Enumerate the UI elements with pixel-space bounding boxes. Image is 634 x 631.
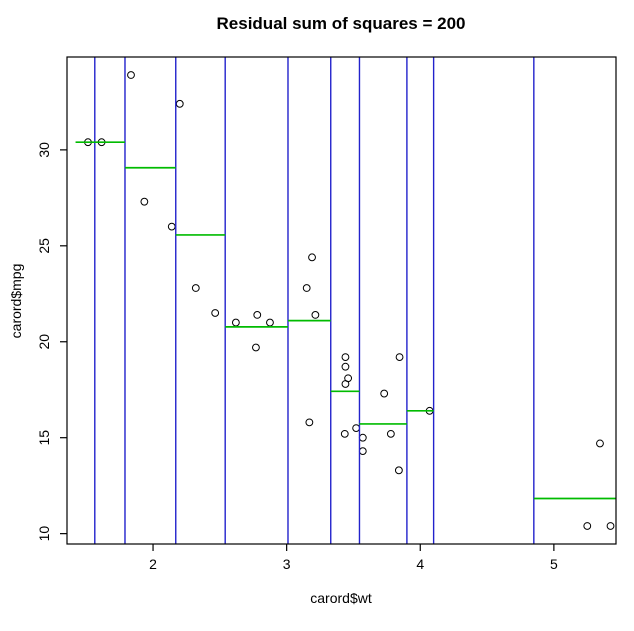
data-point <box>386 429 395 438</box>
data-point <box>606 522 615 530</box>
data-point <box>266 318 274 327</box>
data-point <box>394 466 403 475</box>
data-point <box>352 424 361 433</box>
data-point <box>252 343 260 352</box>
data-point <box>127 71 135 79</box>
data-point <box>311 310 320 319</box>
data-point <box>380 389 389 398</box>
data-point <box>583 522 592 530</box>
data-point <box>341 362 350 371</box>
data-point <box>358 433 367 442</box>
y-tick-label: 20 <box>36 334 52 350</box>
data-point <box>395 353 404 362</box>
data-point <box>302 284 311 292</box>
data-point <box>344 374 353 383</box>
data-point <box>308 253 316 262</box>
y-axis-label: carord$mpg <box>8 264 24 339</box>
data-point <box>358 447 367 456</box>
data-point <box>596 439 604 448</box>
data-point <box>253 310 262 319</box>
data-point <box>175 99 184 108</box>
plot-layers: 2 3 4 5 10 15 20 25 30 <box>36 56 617 572</box>
chart-title: Residual sum of squares = 200 <box>217 14 466 33</box>
data-point <box>340 429 349 438</box>
y-tick-label: 30 <box>36 142 52 158</box>
x-tick-label: 5 <box>550 556 558 572</box>
data-point <box>191 284 200 292</box>
y-tick-label: 15 <box>36 430 52 446</box>
data-point <box>211 309 220 317</box>
plot-box <box>66 56 617 545</box>
y-tick-label: 10 <box>36 526 52 542</box>
data-point <box>305 418 314 427</box>
y-tick-label: 25 <box>36 238 52 254</box>
data-point <box>231 318 240 327</box>
x-axis-label: carord$wt <box>310 590 372 606</box>
data-point <box>341 353 350 362</box>
data-point <box>167 222 176 231</box>
x-tick-label: 2 <box>149 556 157 572</box>
data-point <box>140 197 149 206</box>
x-tick-label: 3 <box>283 556 291 572</box>
x-tick-label: 4 <box>416 556 424 572</box>
